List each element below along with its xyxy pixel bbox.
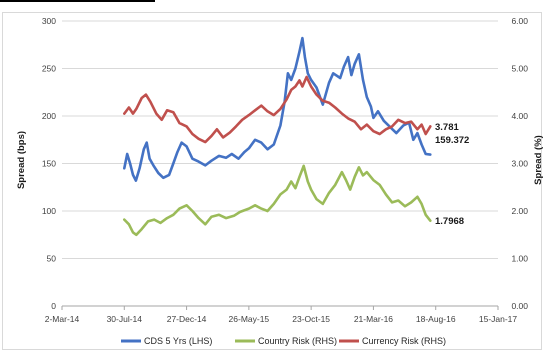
y-tick-label-left: 50 — [47, 254, 57, 264]
y-tick-label-right: 0.00 — [511, 301, 528, 311]
y-tick-label-left: 300 — [42, 16, 56, 26]
y-tick-label-right: 5.00 — [511, 64, 528, 74]
x-tick-label: 26-May-15 — [229, 314, 270, 324]
y-tick-label-left: 150 — [42, 159, 56, 169]
end-label-currency-risk: 3.781 — [435, 122, 459, 133]
y-axis-title-left: Spread (bps) — [16, 131, 27, 189]
x-tick-label: 2-Mar-14 — [45, 314, 80, 324]
y-tick-label-right: 1.00 — [511, 254, 528, 264]
y-tick-label-right: 2.00 — [511, 206, 528, 216]
end-label-cds: 159.372 — [435, 135, 469, 146]
top-rule — [0, 0, 155, 2]
y-tick-label-left: 250 — [42, 64, 56, 74]
x-tick-label: 15-Jan-17 — [479, 314, 518, 324]
x-tick-label: 21-Mar-16 — [354, 314, 393, 324]
series-layer — [123, 36, 432, 237]
series-line-currency-risk — [123, 75, 432, 144]
series-line-country-risk — [123, 164, 432, 237]
y-tick-label-left: 0 — [51, 301, 56, 311]
series-line-cds-5-yrs — [123, 36, 432, 182]
y-tick-label-left: 100 — [42, 206, 56, 216]
x-tick-label: 18-Aug-16 — [416, 314, 456, 324]
legend: CDS 5 Yrs (LHS) Country Risk (RHS) Curre… — [121, 336, 446, 346]
y-tick-label-right: 3.00 — [511, 159, 528, 169]
y-tick-label-right: 4.00 — [511, 111, 528, 121]
legend-label-currency-risk: Currency Risk (RHS) — [362, 336, 446, 346]
y-tick-label-left: 200 — [42, 111, 56, 121]
y-axis-title-right: Spread (%) — [533, 135, 544, 185]
end-label-country-risk: 1.7968 — [435, 216, 464, 227]
legend-label-cds: CDS 5 Yrs (LHS) — [144, 336, 212, 346]
x-tick-label: 23-Oct-15 — [292, 314, 330, 324]
axes: 0 50 100 150 200 250 300 0.00 1.00 2.00 3.00 4.00 5.… — [42, 16, 528, 324]
x-tick-label: 27-Dec-14 — [167, 314, 207, 324]
y-tick-label-right: 6.00 — [511, 16, 528, 26]
legend-label-country-risk: Country Risk (RHS) — [258, 336, 337, 346]
x-tick-label: 30-Jul-14 — [107, 314, 143, 324]
